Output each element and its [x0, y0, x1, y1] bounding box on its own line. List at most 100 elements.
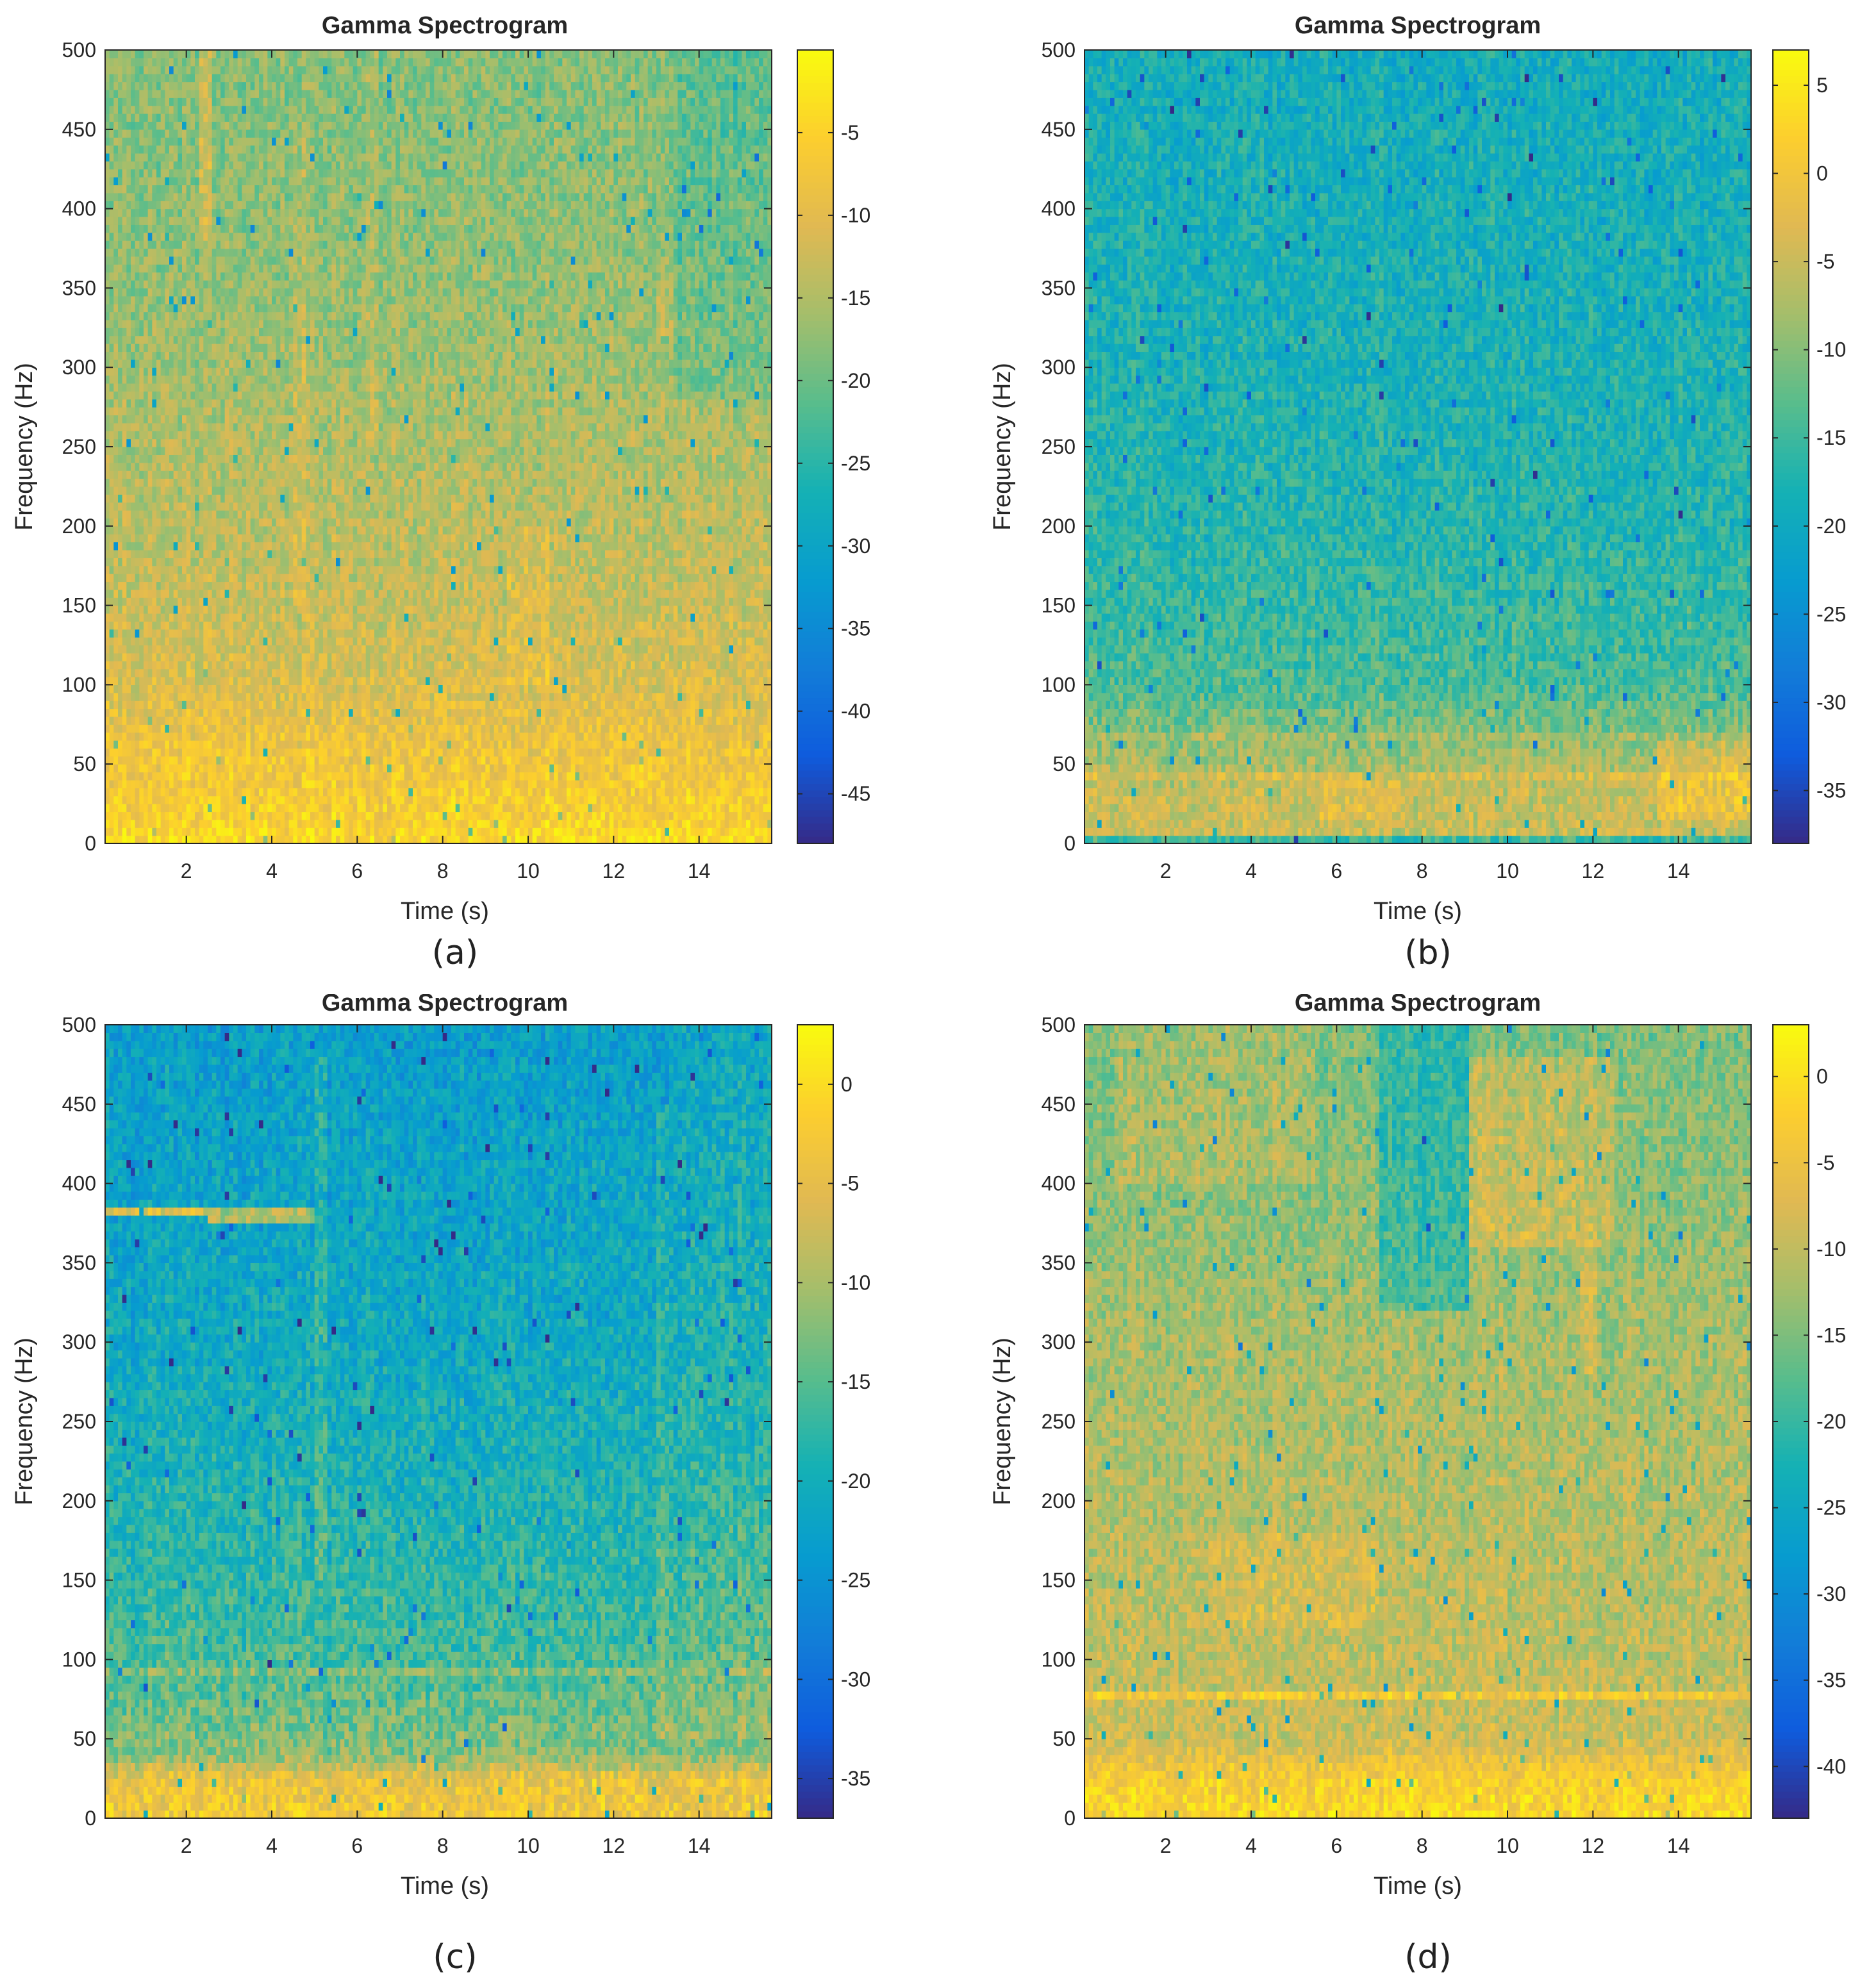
heatmap-cell [272, 700, 276, 709]
heatmap-cell [733, 613, 738, 622]
heatmap-cell [152, 709, 156, 717]
heatmap-cell [374, 684, 379, 693]
heatmap-cell [579, 788, 584, 796]
heatmap-cell [661, 827, 665, 836]
heatmap-cell [635, 804, 640, 812]
heatmap-cell [716, 772, 720, 781]
heatmap-cell [302, 827, 306, 836]
heatmap-cell [533, 772, 537, 781]
heatmap-cell [447, 653, 451, 661]
heatmap-cell [469, 836, 473, 844]
heatmap-cell [742, 661, 746, 669]
heatmap-cell [533, 827, 537, 836]
heatmap-cell [233, 724, 238, 733]
heatmap-cell [165, 748, 169, 756]
heatmap-cell [404, 637, 409, 645]
heatmap-cell [408, 788, 413, 796]
heatmap-cell [156, 748, 161, 756]
heatmap-cell [536, 637, 541, 645]
heatmap-cell [254, 748, 259, 756]
heatmap-cell [498, 748, 503, 756]
heatmap-cell [148, 733, 153, 741]
heatmap-cell [280, 637, 285, 645]
heatmap-cell [366, 613, 370, 622]
heatmap-cell [541, 780, 545, 788]
heatmap-cell [725, 606, 729, 614]
heatmap-cell [361, 597, 366, 606]
heatmap-cell [443, 836, 447, 844]
heatmap-cell [220, 661, 225, 669]
heatmap-cell [203, 827, 208, 836]
heatmap-cell [152, 597, 156, 606]
heatmap-cell [562, 677, 567, 685]
heatmap-cell [528, 724, 533, 733]
heatmap-cell [242, 606, 246, 614]
heatmap-cell [472, 613, 477, 622]
heatmap-cell [344, 717, 349, 725]
heatmap-cell [195, 621, 199, 629]
heatmap-cell [413, 788, 417, 796]
heatmap-cell [661, 772, 665, 781]
heatmap-cell [216, 836, 220, 844]
heatmap-cell [208, 661, 212, 669]
heatmap-cell [366, 684, 370, 693]
heatmap-cell [144, 740, 148, 749]
heatmap-cell [571, 637, 576, 645]
heatmap-cell [302, 772, 306, 781]
heatmap-cell [148, 804, 153, 812]
heatmap-cell [686, 606, 691, 614]
heatmap-cell [708, 677, 712, 685]
heatmap-cell [472, 724, 477, 733]
heatmap-cell [751, 700, 755, 709]
heatmap-cell [357, 700, 361, 709]
heatmap-cell [571, 693, 576, 701]
heatmap-cell [392, 637, 396, 645]
heatmap-cell [233, 661, 238, 669]
heatmap-cell [703, 724, 708, 733]
heatmap-cell [738, 740, 742, 749]
heatmap-cell [233, 740, 238, 749]
heatmap-cell [498, 811, 503, 820]
heatmap-cell [661, 788, 665, 796]
heatmap-cell [725, 637, 729, 645]
heatmap-cell [763, 709, 768, 717]
heatmap-cell [182, 629, 187, 638]
heatmap-cell [481, 590, 486, 598]
heatmap-cell [199, 597, 204, 606]
heatmap-cell [567, 764, 571, 772]
heatmap-cell [118, 796, 122, 804]
heatmap-cell [259, 748, 263, 756]
heatmap-cell [395, 724, 400, 733]
heatmap-cell [613, 709, 618, 717]
heatmap-cell [148, 661, 153, 669]
heatmap-cell [220, 733, 225, 741]
heatmap-cell [280, 709, 285, 717]
heatmap-cell [626, 606, 631, 614]
heatmap-cell [597, 740, 601, 749]
heatmap-cell [135, 764, 140, 772]
heatmap-cell [319, 780, 323, 788]
heatmap-cell [383, 788, 387, 796]
heatmap-cell [507, 780, 511, 788]
heatmap-cell [456, 700, 460, 709]
heatmap-cell [528, 606, 533, 614]
heatmap-cell [328, 796, 332, 804]
heatmap-cell [187, 709, 191, 717]
heatmap-cell [302, 836, 306, 844]
heatmap-cell [392, 804, 396, 812]
heatmap-cell [242, 693, 246, 701]
heatmap-cell [233, 780, 238, 788]
heatmap-cell [302, 796, 306, 804]
heatmap-cell [579, 756, 584, 765]
heatmap-cell [738, 733, 742, 741]
heatmap-cell [661, 677, 665, 685]
heatmap-cell [220, 811, 225, 820]
heatmap-cell [562, 804, 567, 812]
heatmap-cell [464, 740, 469, 749]
heatmap-cell [708, 827, 712, 836]
heatmap-cell [182, 756, 187, 765]
heatmap-cell [297, 684, 302, 693]
heatmap-cell [695, 772, 699, 781]
heatmap-cell [558, 621, 563, 629]
heatmap-cell [118, 629, 122, 638]
